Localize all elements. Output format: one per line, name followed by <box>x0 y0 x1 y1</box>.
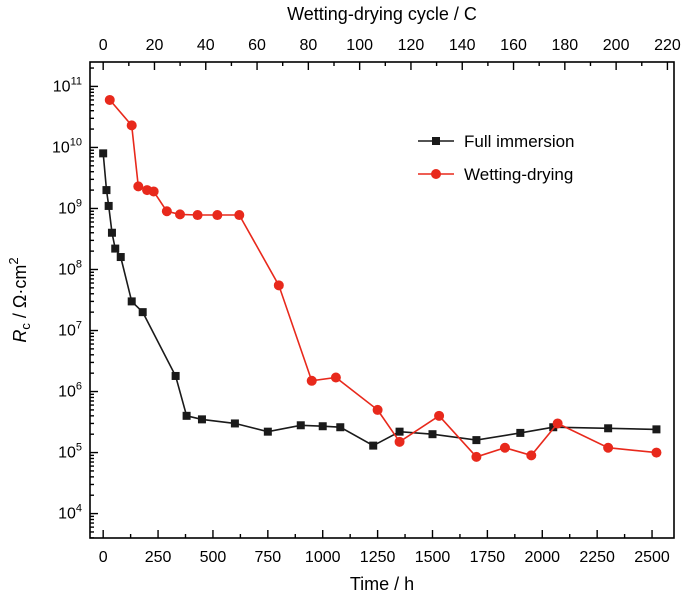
series-wetting-drying <box>104 94 662 462</box>
x-tick-label: 500 <box>200 549 227 566</box>
data-point-marker <box>230 419 239 428</box>
top-tick-label: 200 <box>603 37 630 54</box>
y-tick-label: 105 <box>58 442 82 462</box>
data-point-marker <box>394 436 405 447</box>
data-point-marker <box>133 181 144 192</box>
data-point-marker <box>499 442 510 453</box>
y-axis-title: Rc / Ω·cm2 <box>6 257 33 342</box>
x-tick-label: 1750 <box>470 549 506 566</box>
series-full-immersion <box>99 149 661 450</box>
y-tick-label: 106 <box>58 381 82 401</box>
top-tick-label: 140 <box>449 37 476 54</box>
top-tick-label: 120 <box>398 37 425 54</box>
axis-titles: Time / h Wetting-drying cycle / C Rc / Ω·c… <box>6 4 477 594</box>
data-point-marker <box>175 209 186 220</box>
y-tick-label: 108 <box>58 258 82 278</box>
legend: Full immersion Wetting-drying <box>418 132 575 184</box>
data-point-marker <box>104 94 115 105</box>
data-point-marker <box>212 210 223 221</box>
data-point-marker <box>138 308 147 317</box>
data-point-marker <box>148 186 159 197</box>
data-point-marker <box>330 372 341 383</box>
data-point-marker <box>127 297 136 306</box>
x-tick-label: 0 <box>99 549 108 566</box>
data-point-marker <box>296 421 305 430</box>
data-point-marker <box>526 450 537 461</box>
data-point-marker <box>116 253 125 262</box>
top-tick-label: 220 <box>654 37 681 54</box>
x-tick-label: 2250 <box>579 549 615 566</box>
data-point-marker <box>434 410 445 421</box>
data-point-marker <box>395 427 404 436</box>
data-point-marker <box>192 210 203 221</box>
data-point-marker <box>273 280 284 291</box>
data-point-marker <box>516 428 525 437</box>
data-point-marker <box>552 418 563 429</box>
series-line <box>102 153 657 447</box>
data-point-marker <box>471 451 482 462</box>
top-tick-label: 0 <box>99 37 108 54</box>
data-point-marker <box>603 442 614 453</box>
tick-labels: 0 250 500 750 1000 1250 1500 1750 2000 2250 2500 0 2… <box>52 37 681 566</box>
data-point-marker <box>549 423 558 432</box>
top-tick-label: 80 <box>299 37 317 54</box>
data-point-marker <box>107 228 116 237</box>
x-tick-label: 2000 <box>524 549 560 566</box>
y-tick-label: 107 <box>58 320 82 340</box>
data-point-marker <box>472 436 481 445</box>
data-point-marker <box>651 447 662 458</box>
data-point-marker <box>369 441 378 450</box>
data-point-marker <box>652 425 661 434</box>
data-point-marker <box>428 430 437 439</box>
legend-label: Wetting-drying <box>464 165 573 184</box>
x-tick-label: 750 <box>254 549 281 566</box>
data-point-marker <box>161 206 172 217</box>
y-tick-label: 104 <box>58 503 82 523</box>
data-point-marker <box>263 427 272 436</box>
data-point-marker <box>126 120 137 131</box>
top-tick-label: 160 <box>500 37 527 54</box>
x-tick-label: 1250 <box>360 549 396 566</box>
data-point-marker <box>306 375 317 386</box>
series-line <box>109 99 657 458</box>
data-point-marker <box>182 411 191 420</box>
y-tick-label: 1011 <box>53 75 82 95</box>
y-tick-label: 1010 <box>52 136 82 156</box>
legend-marker <box>432 137 440 145</box>
data-point-marker <box>102 186 111 195</box>
data-point-marker <box>604 424 613 433</box>
top-axis-title: Wetting-drying cycle / C <box>287 4 477 24</box>
x-tick-label: 1000 <box>305 549 341 566</box>
data-point-marker <box>372 404 383 415</box>
y-tick-label: 109 <box>58 197 82 217</box>
top-tick-label: 60 <box>248 37 266 54</box>
x-tick-label: 250 <box>145 549 172 566</box>
legend-marker <box>431 169 441 179</box>
data-point-marker <box>99 149 108 158</box>
axes <box>89 61 675 539</box>
data-point-marker <box>318 422 327 431</box>
top-tick-label: 40 <box>197 37 215 54</box>
data-point-marker <box>171 371 180 380</box>
data-point-marker <box>111 244 120 253</box>
bottom-axis-title: Time / h <box>350 574 414 594</box>
data-point-marker <box>197 415 206 424</box>
data-point-marker <box>336 423 345 432</box>
x-tick-label: 1500 <box>415 549 451 566</box>
top-tick-label: 20 <box>146 37 164 54</box>
top-tick-label: 100 <box>346 37 373 54</box>
top-tick-label: 180 <box>551 37 578 54</box>
data-point-marker <box>234 210 245 221</box>
plot-frame <box>89 61 675 539</box>
tick-marks <box>90 62 669 539</box>
x-tick-label: 2500 <box>634 549 670 566</box>
legend-label: Full immersion <box>464 132 575 151</box>
data-point-marker <box>104 201 113 210</box>
